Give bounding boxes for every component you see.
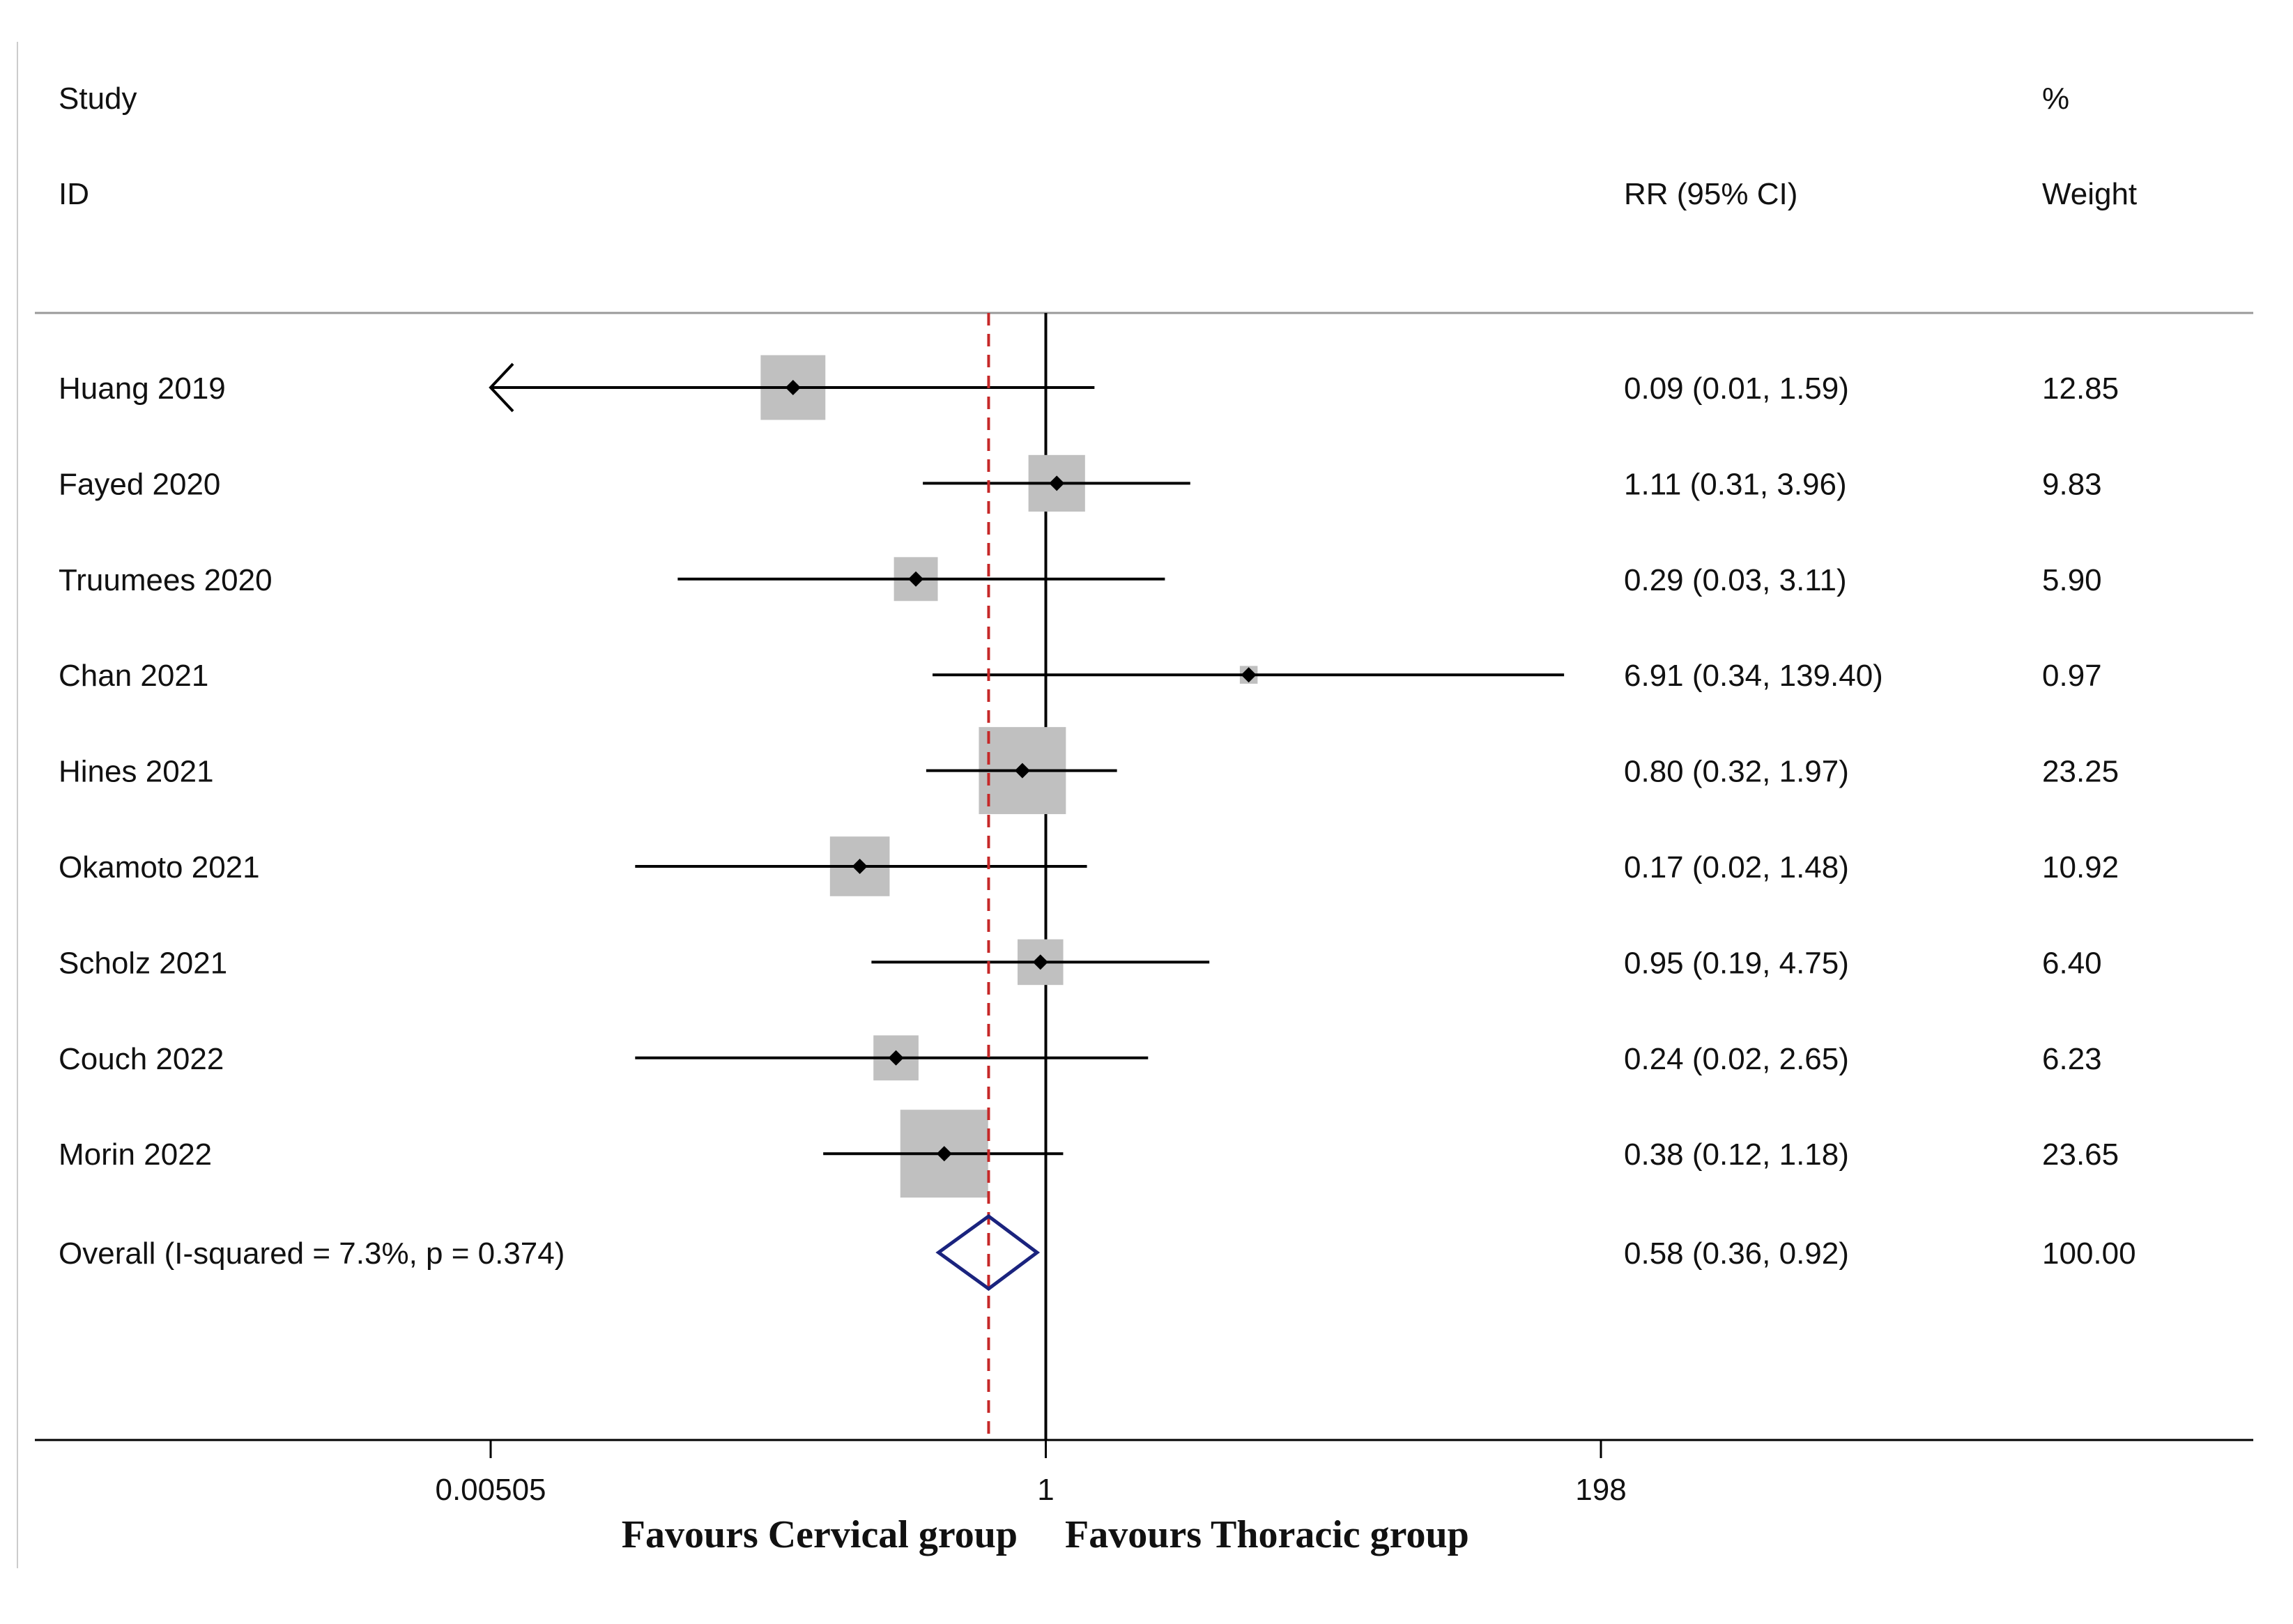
- study-weight-text: 9.83: [2042, 467, 2102, 501]
- point-estimate: [908, 571, 924, 587]
- x-tick-label: 0.00505: [435, 1473, 546, 1507]
- point-estimate: [1049, 475, 1065, 491]
- point-estimate: [852, 859, 868, 874]
- study-label: Morin 2022: [59, 1137, 212, 1172]
- study-row: Hines 2021 0.80 (0.32, 1.97) 23.25: [59, 727, 2119, 815]
- study-weight-text: 12.85: [2042, 371, 2119, 406]
- study-label: Truumees 2020: [59, 563, 273, 597]
- study-ci-text: 0.95 (0.19, 4.75): [1624, 946, 1849, 980]
- study-ci-text: 1.11 (0.31, 3.96): [1624, 467, 1847, 501]
- study-ci-text: 6.91 (0.34, 139.40): [1624, 659, 1883, 693]
- study-ci-text: 0.24 (0.02, 2.65): [1624, 1042, 1849, 1076]
- header-percent: %: [2042, 82, 2069, 116]
- overall-row: Overall (I-squared = 7.3%, p = 0.374) 0.…: [59, 1213, 2136, 1292]
- point-estimate: [1032, 954, 1048, 970]
- study-label: Okamoto 2021: [59, 850, 260, 884]
- point-estimate: [1014, 763, 1030, 779]
- study-ci-text: 0.09 (0.01, 1.59): [1624, 371, 1849, 406]
- favours-right-label: Favours Thoracic group: [1065, 1513, 1469, 1556]
- study-row: Morin 2022 0.38 (0.12, 1.18) 23.65: [59, 1110, 2119, 1198]
- point-estimate: [936, 1146, 952, 1162]
- overall-diamond: [935, 1213, 1041, 1292]
- point-estimate: [1241, 667, 1257, 683]
- study-ci-text: 0.29 (0.03, 3.11): [1624, 563, 1847, 597]
- study-row: Truumees 2020 0.29 (0.03, 3.11) 5.90: [59, 557, 2102, 602]
- study-label: Couch 2022: [59, 1042, 224, 1076]
- study-label: Huang 2019: [59, 371, 226, 406]
- study-rows: Huang 2019 0.09 (0.01, 1.59) 12.85 Fayed 20…: [59, 313, 2119, 1440]
- study-weight-text: 23.25: [2042, 755, 2119, 789]
- x-tick-label: 198: [1575, 1473, 1626, 1507]
- study-ci-text: 0.17 (0.02, 1.48): [1624, 850, 1849, 884]
- study-ci-text: 0.80 (0.32, 1.97): [1624, 755, 1849, 789]
- favours-left-label: Favours Cervical group: [622, 1513, 1018, 1556]
- study-label: Fayed 2020: [59, 467, 220, 501]
- study-row: Fayed 2020 1.11 (0.31, 3.96) 9.83: [59, 454, 2102, 512]
- study-weight-text: 6.40: [2042, 946, 2102, 980]
- overall-ci-text: 0.58 (0.36, 0.92): [1624, 1236, 1849, 1271]
- study-row: Chan 2021 6.91 (0.34, 139.40) 0.97: [59, 659, 2102, 693]
- study-ci-text: 0.38 (0.12, 1.18): [1624, 1137, 1849, 1172]
- x-tick-label: 1: [1037, 1473, 1054, 1507]
- header-weight: Weight: [2042, 177, 2137, 211]
- study-row: Okamoto 2021 0.17 (0.02, 1.48) 10.92: [59, 836, 2119, 896]
- study-row: Couch 2022 0.24 (0.02, 2.65) 6.23: [59, 1035, 2102, 1081]
- study-label: Chan 2021: [59, 659, 208, 693]
- study-weight-text: 23.65: [2042, 1137, 2119, 1172]
- study-row: Scholz 2021 0.95 (0.19, 4.75) 6.40: [59, 939, 2102, 986]
- header-study: Study: [59, 82, 137, 116]
- study-label: Hines 2021: [59, 755, 214, 789]
- study-row: Huang 2019 0.09 (0.01, 1.59) 12.85: [59, 355, 2119, 420]
- header-id: ID: [59, 177, 89, 211]
- study-weight-text: 6.23: [2042, 1042, 2102, 1076]
- point-estimate: [888, 1050, 904, 1066]
- header-effect: RR (95% CI): [1624, 177, 1797, 211]
- study-weight-text: 10.92: [2042, 850, 2119, 884]
- overall-label: Overall (I-squared = 7.3%, p = 0.374): [59, 1236, 565, 1271]
- overall-weight-text: 100.00: [2042, 1236, 2136, 1271]
- study-weight-text: 5.90: [2042, 563, 2102, 597]
- point-estimate: [785, 380, 801, 395]
- study-weight-text: 0.97: [2042, 659, 2102, 693]
- study-label: Scholz 2021: [59, 946, 227, 980]
- x-axis-ticks: 0.00505 1 198: [435, 1440, 1627, 1507]
